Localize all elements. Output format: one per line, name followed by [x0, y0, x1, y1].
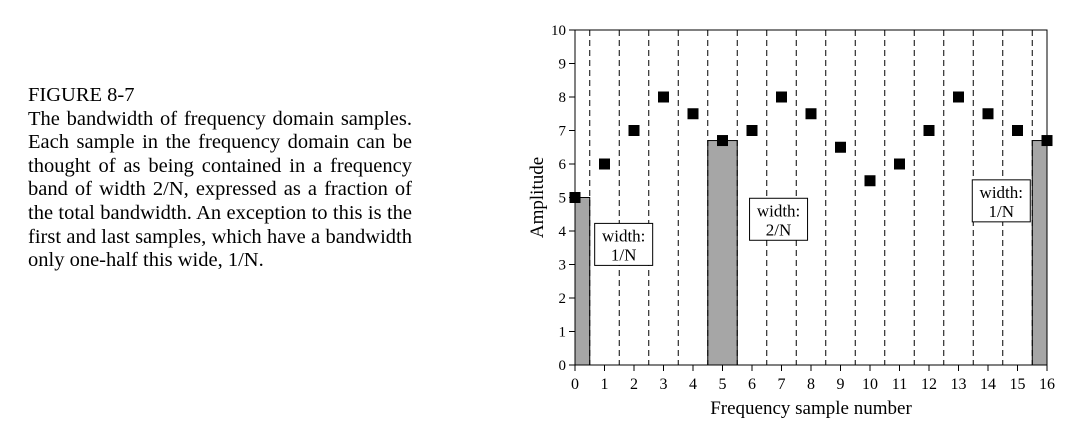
data-point [864, 175, 876, 187]
x-tick-label: 6 [748, 376, 756, 393]
annotation-text: width: [980, 183, 1023, 202]
data-point [835, 141, 846, 153]
annotation-text: 2/N [766, 220, 792, 239]
annotation-box [749, 197, 809, 241]
y-tick-label: 1 [559, 325, 567, 341]
y-tick-label: 9 [559, 57, 567, 73]
x-tick-label: 0 [571, 376, 579, 393]
data-point [599, 158, 610, 170]
figure-caption: FIGURE 8-7 The bandwidth of frequency do… [28, 84, 412, 273]
x-tick-label: 16 [1039, 376, 1055, 393]
y-tick-label: 6 [559, 157, 567, 173]
figure-title: FIGURE 8-7 [28, 84, 135, 106]
x-tick-label: 2 [630, 376, 638, 393]
annotation-text: width: [757, 201, 800, 220]
x-tick-label: 10 [862, 376, 878, 393]
annotation-text: 1/N [611, 245, 637, 264]
data-point [658, 91, 669, 103]
x-axis-label: Frequency sample number [710, 398, 912, 419]
annotation-box [971, 179, 1031, 223]
band-boundary-lines [589, 30, 1033, 365]
y-axis-label: Amplitude [527, 157, 548, 238]
data-point [894, 158, 905, 170]
data-point [628, 125, 640, 136]
data-point [746, 125, 758, 136]
annotation-box [594, 222, 654, 266]
band-bar [574, 197, 591, 366]
x-tick-label: 8 [807, 376, 815, 393]
band-bar [1031, 140, 1048, 366]
x-tick-label: 11 [892, 376, 907, 393]
data-point [776, 91, 787, 103]
x-tick-label: 14 [980, 376, 996, 393]
data-point [923, 125, 935, 136]
data-point [1041, 135, 1053, 147]
y-tick-label: 5 [559, 191, 567, 207]
data-point [953, 91, 964, 103]
y-tick-label: 7 [559, 124, 567, 140]
x-tick-label: 1 [601, 376, 609, 393]
x-tick-label: 4 [689, 376, 697, 393]
y-tick-label: 10 [551, 23, 566, 39]
y-tick-label: 2 [559, 291, 567, 307]
data-point [569, 192, 581, 203]
x-tick-label: 9 [837, 376, 845, 393]
annotation-text: 1/N [989, 202, 1015, 221]
band-bar [707, 140, 738, 366]
x-tick-label: 15 [1010, 376, 1026, 393]
y-tick-label: 3 [559, 258, 567, 274]
sample-markers [569, 91, 1053, 203]
annotation-text: width: [602, 226, 645, 245]
y-tick-label: 8 [559, 90, 567, 106]
figure-caption-text: The bandwidth of frequency domain sample… [28, 107, 412, 272]
x-tick-label: 13 [951, 376, 967, 393]
x-tick-label: 3 [660, 376, 668, 393]
data-point [982, 108, 994, 120]
y-tick-label: 4 [559, 224, 567, 240]
x-tick-label: 5 [719, 376, 727, 393]
x-tick-label: 7 [778, 376, 786, 393]
y-tick-label: 0 [559, 358, 567, 374]
data-point [1012, 125, 1023, 136]
data-point [805, 108, 817, 120]
x-tick-label: 12 [921, 376, 937, 393]
data-point [717, 135, 728, 147]
data-point [687, 108, 699, 120]
